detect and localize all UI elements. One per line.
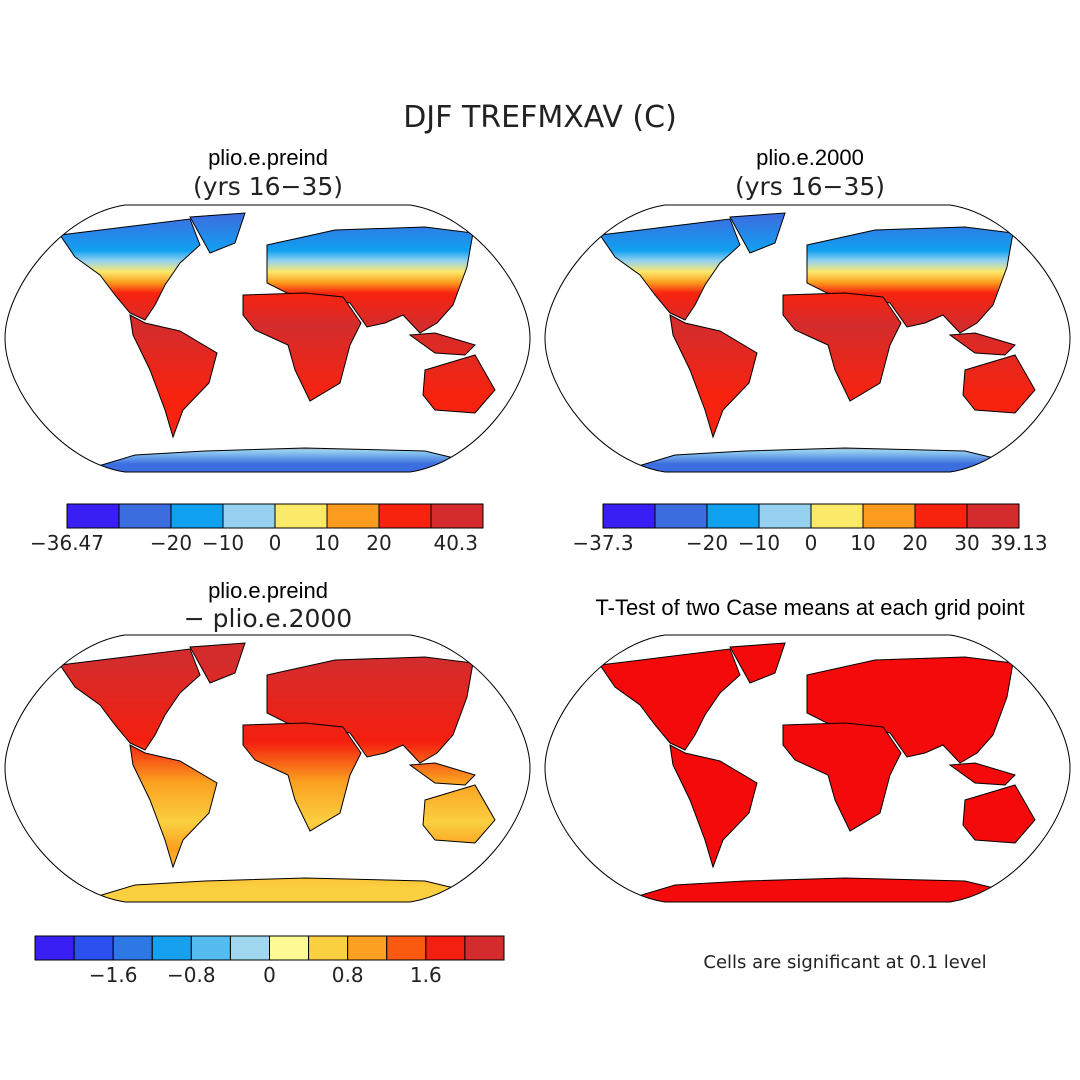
colorbar-swatch	[347, 935, 388, 961]
colorbar-label: 0	[269, 531, 282, 555]
colorbar-swatch	[430, 503, 484, 529]
colorbar-swatch	[170, 503, 224, 529]
colorbar-swatch	[378, 503, 432, 529]
colorbar-label: 0.8	[332, 963, 364, 987]
colorbar-label: −20	[686, 531, 728, 555]
panel-note: Cells are significant at 0.1 level	[703, 952, 986, 973]
colorbar-swatch	[66, 503, 120, 529]
colorbar-swatch	[229, 935, 271, 961]
colorbar-swatch	[34, 935, 75, 961]
colorbar-label: 1.6	[410, 963, 442, 987]
colorbar-swatch	[112, 935, 153, 961]
colorbar-label: −20	[150, 531, 192, 555]
colorbar-label: 30	[954, 531, 979, 555]
colorbar-label: −10	[738, 531, 780, 555]
colorbar-swatch	[425, 935, 466, 961]
colorbar-swatch	[966, 503, 1020, 529]
colorbar-swatch	[190, 935, 231, 961]
colorbar-swatch	[222, 503, 276, 529]
map-panel	[4, 204, 531, 473]
panel-title: T-Test of two Case means at each grid po…	[595, 595, 1024, 620]
colorbar-label: −1.6	[89, 963, 138, 987]
map-panel	[544, 634, 1071, 903]
map-panel	[544, 204, 1071, 473]
colorbar-label: 0	[805, 531, 818, 555]
panel-title: plio.e.preind	[208, 578, 328, 603]
colorbar-swatch	[151, 935, 192, 961]
colorbar-swatch	[862, 503, 916, 529]
colorbar-label: 39.13	[990, 531, 1047, 555]
colorbar-swatch	[602, 503, 656, 529]
panel-subtitle: (yrs 16−35)	[735, 172, 885, 201]
colorbar-swatch	[269, 935, 310, 961]
colorbar-swatch	[326, 503, 380, 529]
map-panel	[4, 634, 531, 903]
colorbar-swatch	[274, 503, 328, 529]
colorbar-swatch	[758, 503, 812, 529]
colorbar-swatch	[914, 503, 968, 529]
panel-title: plio.e.2000	[756, 145, 864, 170]
colorbar-swatch	[73, 935, 114, 961]
colorbar-label: −10	[202, 531, 244, 555]
colorbar-swatch	[706, 503, 760, 529]
colorbar-label: −37.3	[572, 531, 633, 555]
panel-subtitle: − plio.e.2000	[184, 604, 352, 633]
colorbar-swatch	[464, 935, 505, 961]
colorbar-label: 0	[263, 963, 276, 987]
colorbar-swatch	[654, 503, 708, 529]
colorbar-label: 20	[366, 531, 391, 555]
colorbar-swatch	[810, 503, 864, 529]
figure-title: DJF TREFMXAV (C)	[403, 100, 677, 135]
colorbar-swatch	[386, 935, 427, 961]
panel-subtitle: (yrs 16−35)	[193, 172, 343, 201]
colorbar-label: −0.8	[167, 963, 216, 987]
colorbar-swatch	[118, 503, 172, 529]
colorbar-label: 10	[314, 531, 339, 555]
panel-title: plio.e.preind	[208, 145, 328, 170]
colorbar-label: −36.47	[30, 531, 104, 555]
colorbar-label: 40.3	[433, 531, 478, 555]
colorbar-label: 10	[850, 531, 875, 555]
colorbar-swatch	[308, 935, 349, 961]
colorbar-label: 20	[902, 531, 927, 555]
